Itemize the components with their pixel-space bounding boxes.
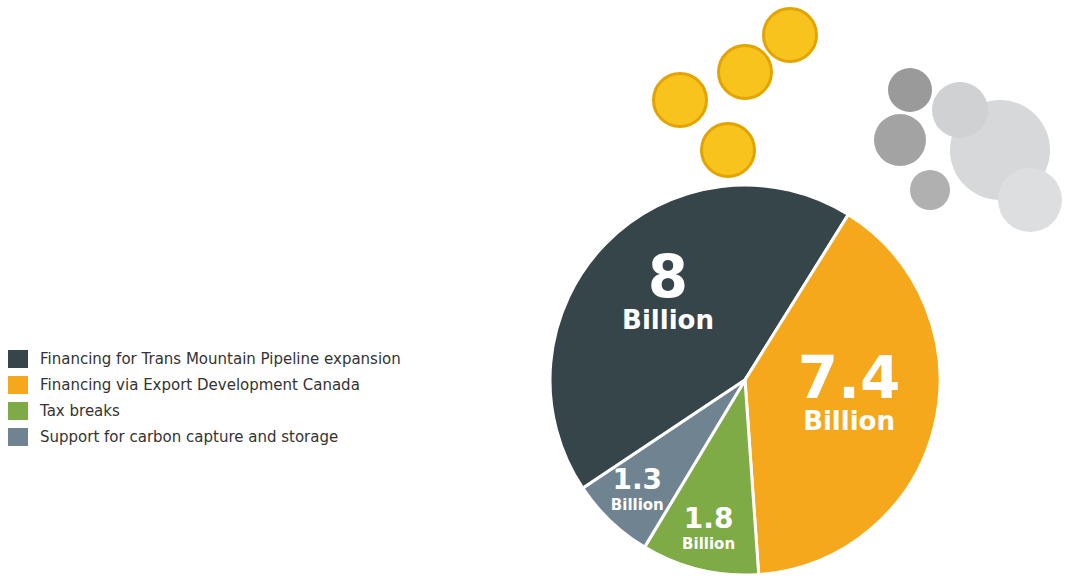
html-text:Financing via Export Developme: Financing via Export Development Canada (40, 376, 360, 394)
svg-text:7.4Billion: 7.4Billion (798, 344, 901, 436)
html-text:Tax breaks: Tax breaks (40, 402, 120, 420)
html-text:Support for carbon capture and: Support for carbon capture and storage (40, 428, 339, 446)
html-text:Financing for Trans Mountain P: Financing for Trans Mountain Pipeline ex… (40, 350, 401, 368)
svg-text:1.8Billion: 1.8Billion (682, 502, 735, 553)
svg-text:8Billion: 8Billion (622, 243, 714, 335)
svg-text:1.3Billion: 1.3Billion (611, 463, 664, 514)
